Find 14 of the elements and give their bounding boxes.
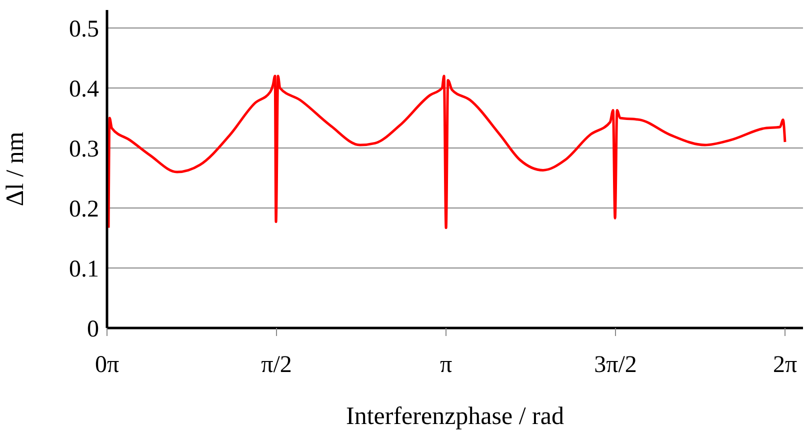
y-tick-label: 0.4 [69, 76, 99, 103]
x-tick-label: 0π [94, 352, 120, 378]
y-tick-label: 0.1 [69, 256, 99, 283]
y-tick-label: 0 [87, 316, 99, 343]
y-tick-label: 0.5 [69, 16, 99, 43]
x-axis-title: Interferenzphase / rad [346, 403, 564, 430]
x-tick-label: π/2 [261, 352, 292, 378]
x-tick-label: 2π [772, 352, 798, 378]
x-tick-label: 3π/2 [594, 352, 637, 378]
line-series [107, 74, 786, 230]
y-tick-label: 0.3 [69, 136, 99, 163]
x-tick-label: π [440, 352, 452, 378]
y-tick-label: 0.2 [69, 196, 99, 223]
y-axis-title: Δl / nm [2, 131, 29, 206]
